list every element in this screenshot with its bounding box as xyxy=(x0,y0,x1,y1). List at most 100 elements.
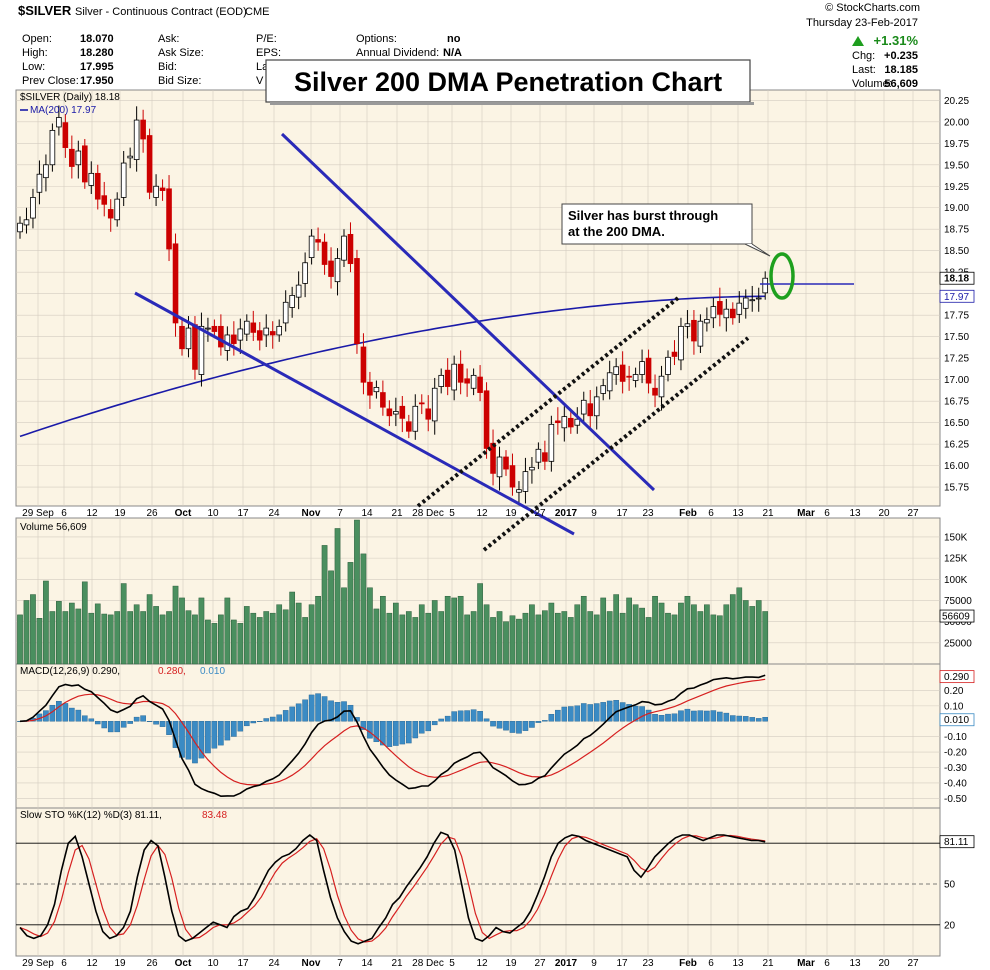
candle xyxy=(269,321,276,349)
x-tick-label: 13 xyxy=(849,958,861,969)
x-tick-label: 17 xyxy=(237,508,249,519)
macd-histogram-bar xyxy=(153,721,159,725)
candle-body xyxy=(470,374,477,389)
volume-bar xyxy=(75,608,82,665)
macd-histogram-bar xyxy=(652,714,658,722)
macd-tick-label: -0.20 xyxy=(944,748,967,759)
candle xyxy=(678,317,684,371)
candle xyxy=(166,175,172,262)
volume-bar xyxy=(483,604,490,665)
price-tick-label: 15.75 xyxy=(944,483,969,494)
volume-bar xyxy=(230,619,237,665)
title-box: Silver 200 DMA Penetration Chart xyxy=(265,59,754,105)
volume-bar xyxy=(470,611,477,665)
candle xyxy=(671,340,678,366)
x-tick-label: 2017 xyxy=(555,508,578,519)
price-tick-label: 17.75 xyxy=(944,311,969,322)
candle xyxy=(120,151,127,207)
candle xyxy=(198,312,205,387)
macd-histogram-bar xyxy=(451,711,457,722)
macd-histogram-bar xyxy=(730,715,736,722)
candle-body xyxy=(82,145,88,183)
volume-bar xyxy=(658,602,665,665)
candle-body xyxy=(101,195,108,205)
ask-size-label: Ask Size: xyxy=(158,47,204,59)
macd-histogram-bar xyxy=(704,710,710,722)
candle xyxy=(82,138,88,189)
price-tick-label: 17.00 xyxy=(944,375,969,386)
candle xyxy=(522,457,529,504)
candle xyxy=(367,371,373,409)
candle-body xyxy=(354,258,360,344)
x-tick-label: 23 xyxy=(642,508,654,519)
macd-histogram-bar xyxy=(619,702,626,722)
macd-histogram-bar xyxy=(159,721,166,727)
candle-body xyxy=(418,402,425,405)
candle xyxy=(399,395,406,433)
descending-trendline xyxy=(280,132,656,492)
volume-bar xyxy=(477,583,483,665)
volume-bar xyxy=(444,595,451,665)
volume-bar xyxy=(639,607,645,665)
candle-body xyxy=(334,258,341,283)
volume-bar xyxy=(120,583,127,665)
x-tick-label: 10 xyxy=(207,958,219,969)
x-tick-label: 12 xyxy=(476,958,488,969)
candle xyxy=(295,271,302,310)
candle xyxy=(697,314,704,354)
candle-body xyxy=(231,334,237,344)
candle-body xyxy=(710,306,717,319)
volume-bar xyxy=(43,580,49,665)
candle-body xyxy=(153,185,159,198)
candle-body xyxy=(133,119,140,161)
candle xyxy=(321,233,328,275)
volume-bar xyxy=(107,614,114,665)
volume-bar xyxy=(133,604,140,665)
candle-body xyxy=(717,301,723,315)
volume-bar xyxy=(386,612,393,665)
volume-bar xyxy=(198,597,205,665)
x-tick-label: Feb xyxy=(679,508,697,519)
candle-body xyxy=(256,330,263,341)
candle xyxy=(140,109,146,153)
volume-bar xyxy=(127,611,134,665)
macd-histogram-bar xyxy=(490,721,496,727)
candle xyxy=(159,179,166,201)
open-value: 18.070 xyxy=(80,33,114,45)
candle xyxy=(561,406,568,442)
volume-bar xyxy=(755,600,762,665)
candle xyxy=(412,394,419,440)
candle xyxy=(179,319,185,356)
candle-body xyxy=(645,357,652,384)
volume-bar xyxy=(587,611,594,665)
candle-body xyxy=(179,325,185,350)
volume-bar xyxy=(334,528,341,665)
candle xyxy=(380,380,386,416)
volume-bar xyxy=(593,614,600,665)
candle xyxy=(347,222,354,273)
volume-bar xyxy=(710,614,717,665)
candle-body xyxy=(114,198,121,221)
price-series xyxy=(17,105,768,504)
volume-tick-label: 125K xyxy=(944,554,968,565)
x-tick-label: 6 xyxy=(61,958,67,969)
macd-histogram-bar xyxy=(334,702,341,722)
candle-body xyxy=(730,308,736,319)
x-tick-label: 28 Dec xyxy=(412,958,444,969)
candle-body xyxy=(146,135,153,193)
macd-signal-line xyxy=(19,678,766,786)
candle xyxy=(730,302,736,325)
volume-bar xyxy=(360,553,367,665)
volume-bar xyxy=(431,600,438,665)
macd-histogram-bar xyxy=(81,715,88,722)
ma-flag-label: 17.97 xyxy=(944,292,969,303)
candle-body xyxy=(341,235,347,261)
volume-bar xyxy=(522,612,529,665)
macd-histogram-bar xyxy=(568,706,574,722)
x-tick-label: 24 xyxy=(268,958,280,969)
macd-histogram-bar xyxy=(211,721,218,749)
volume-bar xyxy=(192,614,198,665)
x-tick-label: 17 xyxy=(237,958,249,969)
x-tick-label: 21 xyxy=(762,508,774,519)
candle xyxy=(308,229,315,265)
